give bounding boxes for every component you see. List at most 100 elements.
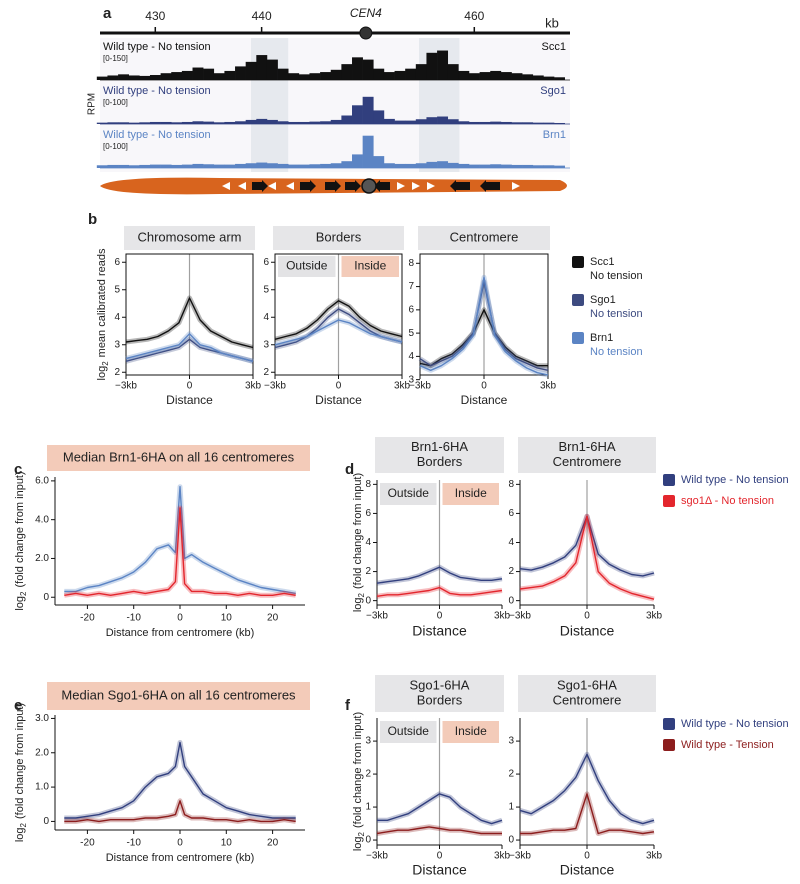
facet-title-box [375,675,504,712]
series-line [64,741,296,819]
x-tick-label: 3kb [540,381,557,392]
centromere-label: CEN4 [350,6,382,20]
coverage-bar [426,52,438,80]
y-tick-label: 4.0 [35,514,49,525]
coverage-bar [256,118,268,124]
facet-title-box [124,226,255,250]
coverage-bar [405,163,417,168]
coverage-bar [479,72,491,80]
coverage-bar [490,121,502,124]
coverage-bar [352,105,363,124]
coverage-bar [128,75,140,80]
y-label-log: log [352,597,364,612]
legend-sublabel: No tension [590,346,643,358]
y-label-log: log [352,836,364,851]
x-tick-label: 0 [177,838,183,849]
coverage-bar [532,122,544,124]
legend-swatch [663,474,675,486]
region-label: Inside [455,724,487,738]
track-range: [0-150] [103,54,128,63]
coverage-bar [128,122,140,124]
coverage-bar [298,74,310,80]
centromere-marker [359,26,373,40]
coverage-bar [415,163,427,168]
coverage-bar [181,70,193,80]
y-tick-label: 6 [365,508,371,519]
y-tick-label: 3.0 [35,713,49,724]
facet-title: Centromere [553,692,622,707]
coverage-bar [543,76,555,80]
facet-title: Sgo1-6HA [557,677,617,692]
y-label-log: log [96,366,108,381]
y-tick-label: 3 [263,339,269,350]
y-tick-label: 0 [43,816,49,827]
coverage-bar [266,163,278,168]
x-tick-label: 3kb [646,851,663,862]
region-label: Outside [388,724,430,738]
coverage-bar [330,69,342,80]
y-tick-label: 4 [508,537,514,548]
coverage-bar [181,164,193,168]
y-tick-label: 5 [408,328,414,339]
y-tick-label: 6.0 [35,476,49,487]
region-box [442,483,499,505]
region-box [380,721,437,743]
coverage-bar [383,163,395,168]
coverage-bar [266,119,278,124]
series-line [125,333,254,362]
y-tick-label: 2 [263,367,269,378]
x-tick-label: -20 [80,613,95,624]
y-label-sub: 2 [19,822,28,827]
region-label: Inside [354,259,386,273]
y-axis-label: log2 (fold change from input) [352,473,366,612]
x-axis-label: Distance from centromere (kb) [106,852,255,864]
coverage-bar [522,122,534,124]
coverage-bar [394,163,406,168]
coverage-bar [426,117,438,124]
coverage-bar [245,61,257,80]
series-line [125,297,254,349]
x-tick-label: −3kb [264,381,286,392]
x-tick-label: -20 [80,838,95,849]
y-label-sub: 2 [357,592,366,597]
region-label: Inside [455,486,487,500]
coverage-bar [415,119,427,124]
track-name: Wild type - No tension [103,41,211,53]
region-box [341,256,399,277]
series-line [64,486,296,595]
facet-title: Sgo1-6HA [410,677,470,692]
x-tick-label: 3kb [494,611,511,622]
facet-title: Centromere [450,229,519,244]
coverage-bar [245,119,257,124]
coverage-bar [181,121,193,124]
panel-letter: f [345,697,351,714]
coverage-bar [320,72,332,80]
coverage-bar [149,164,161,168]
facet-title: Median Sgo1-6HA on all 16 centromeres [61,687,296,702]
coverage-bar [500,121,512,124]
track-range: [0-100] [103,142,128,151]
coverage-bar [511,164,523,168]
coverage-bar [352,57,363,80]
coverage-bar [139,164,151,168]
coverage-bar [490,70,502,80]
y-tick-label: 1 [508,802,514,813]
y-tick-label: 6 [263,257,269,268]
coverage-bar [277,121,289,124]
y-tick-label: 8 [508,479,514,490]
x-tick-label: −3kb [366,611,388,622]
coverage-bar [224,121,236,124]
x-tick-label: 0 [481,381,487,392]
coverage-bar [394,70,406,80]
y-label-text: (fold change from input) [352,473,364,589]
legend-label: Scc1 [590,256,614,268]
series-line [376,586,503,597]
coverage-bar [309,73,321,80]
facet-title: Centromere [553,454,622,469]
coverage-bar [362,96,374,124]
series-line [519,515,655,600]
series-line [274,300,403,340]
series-line [520,793,655,835]
coverage-bar [341,64,353,80]
coverage-bar [203,68,215,80]
